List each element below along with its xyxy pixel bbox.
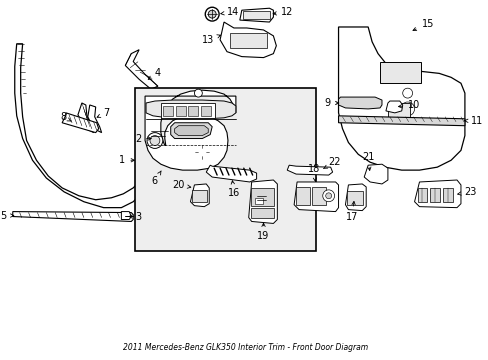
Polygon shape xyxy=(206,165,256,182)
Text: 10: 10 xyxy=(398,100,419,110)
Bar xyxy=(346,191,363,205)
Polygon shape xyxy=(125,50,158,89)
Text: 3: 3 xyxy=(129,212,141,221)
Text: 6: 6 xyxy=(152,171,161,186)
Polygon shape xyxy=(78,103,94,132)
Text: 11: 11 xyxy=(464,116,482,126)
Text: 14: 14 xyxy=(221,7,239,17)
Bar xyxy=(250,208,274,217)
Circle shape xyxy=(402,88,412,98)
Polygon shape xyxy=(190,184,209,207)
Polygon shape xyxy=(239,8,273,22)
Polygon shape xyxy=(153,152,174,176)
Bar xyxy=(379,62,421,83)
Bar xyxy=(192,190,207,202)
Polygon shape xyxy=(338,97,381,109)
Text: 20: 20 xyxy=(172,180,190,190)
Polygon shape xyxy=(293,182,338,212)
Polygon shape xyxy=(146,100,235,119)
Text: 1: 1 xyxy=(119,155,134,165)
Circle shape xyxy=(400,102,414,116)
Polygon shape xyxy=(174,126,208,136)
Polygon shape xyxy=(338,27,464,170)
Text: 2: 2 xyxy=(135,134,151,144)
Polygon shape xyxy=(414,180,460,208)
Text: 23: 23 xyxy=(457,187,475,197)
Text: 22: 22 xyxy=(323,157,341,168)
Text: 19: 19 xyxy=(257,223,269,241)
Text: 21: 21 xyxy=(361,152,374,170)
Polygon shape xyxy=(338,116,464,126)
Bar xyxy=(442,188,452,202)
Circle shape xyxy=(208,10,216,18)
Bar xyxy=(201,106,211,116)
Polygon shape xyxy=(145,90,235,170)
Text: 18: 18 xyxy=(307,164,319,181)
Bar xyxy=(135,88,315,251)
Polygon shape xyxy=(385,101,402,113)
Bar xyxy=(161,103,215,118)
Circle shape xyxy=(325,193,331,199)
Circle shape xyxy=(150,136,160,145)
Polygon shape xyxy=(364,164,387,184)
Circle shape xyxy=(322,190,334,202)
Text: 9: 9 xyxy=(324,98,338,108)
Circle shape xyxy=(194,89,202,97)
Bar xyxy=(250,188,274,206)
Text: 7: 7 xyxy=(97,108,110,118)
Bar xyxy=(429,188,439,202)
Circle shape xyxy=(147,132,163,148)
Polygon shape xyxy=(121,212,131,220)
Polygon shape xyxy=(248,180,277,224)
Polygon shape xyxy=(15,44,143,208)
Polygon shape xyxy=(88,105,102,132)
Polygon shape xyxy=(220,22,276,58)
Bar xyxy=(311,187,325,205)
Text: 4: 4 xyxy=(148,68,161,79)
Bar xyxy=(163,106,172,116)
Bar xyxy=(387,103,409,119)
Text: 17: 17 xyxy=(346,202,358,222)
Polygon shape xyxy=(345,184,366,211)
Text: 15: 15 xyxy=(412,19,433,31)
Text: 2011 Mercedes-Benz GLK350 Interior Trim - Front Door Diagram: 2011 Mercedes-Benz GLK350 Interior Trim … xyxy=(123,343,367,352)
Polygon shape xyxy=(170,123,212,139)
Polygon shape xyxy=(62,113,99,132)
Bar xyxy=(296,187,309,205)
Circle shape xyxy=(214,106,220,112)
Bar xyxy=(254,198,262,204)
Bar xyxy=(417,188,427,202)
Circle shape xyxy=(205,7,219,21)
Bar xyxy=(188,106,198,116)
Text: 13: 13 xyxy=(202,35,220,45)
Bar xyxy=(229,33,267,48)
Polygon shape xyxy=(13,212,133,221)
Bar xyxy=(243,11,270,19)
Polygon shape xyxy=(286,165,332,175)
Text: 16: 16 xyxy=(227,181,240,198)
Bar xyxy=(175,106,185,116)
Text: 12: 12 xyxy=(273,7,293,17)
Text: 8: 8 xyxy=(60,112,71,122)
Text: 5: 5 xyxy=(0,211,14,221)
